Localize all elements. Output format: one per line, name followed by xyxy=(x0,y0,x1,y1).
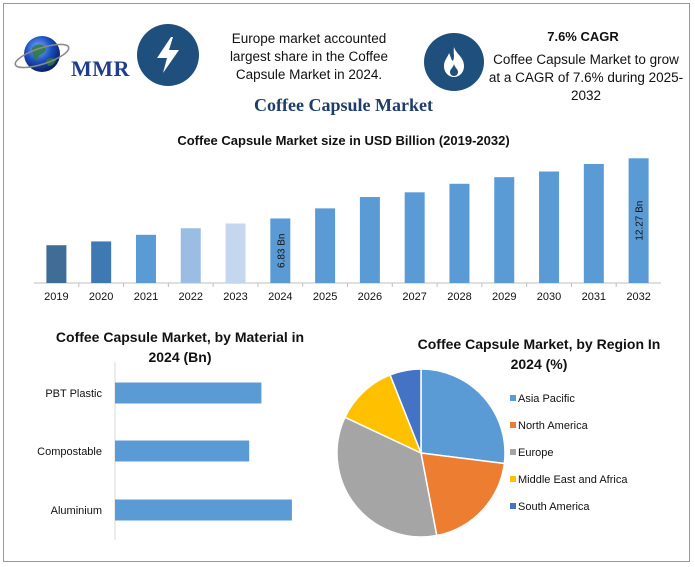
main-title: Coffee Capsule Market xyxy=(254,95,433,115)
market-size-bar-chart: 2019 2020 2021 2022 2023 2024 6.83 Bn 2025 2026 2… xyxy=(34,158,661,303)
bar-2027 xyxy=(404,192,425,283)
tick-label-2028: 2028 xyxy=(447,291,471,303)
material-bar-chart: PBT Plastic Compostable Aluminium xyxy=(37,362,292,540)
region-chart-title: Coffee Capsule Market, by Region In 2024… xyxy=(417,336,661,372)
tick-label-2032: 2032 xyxy=(626,291,650,303)
flame-icon xyxy=(424,33,484,91)
bar-2026 xyxy=(359,197,380,283)
bar-2020 xyxy=(91,241,112,283)
tick-label-2027: 2027 xyxy=(402,291,426,303)
tick-label-2020: 2020 xyxy=(89,291,113,303)
tick-label-2023: 2023 xyxy=(223,291,247,303)
bar-2028 xyxy=(449,183,470,283)
tick-label-2031: 2031 xyxy=(582,291,606,303)
tick-label-2022: 2022 xyxy=(179,291,203,303)
bar-2032 xyxy=(628,158,649,283)
tick-label-2024: 2024 xyxy=(268,291,292,303)
bar-2021 xyxy=(135,234,156,283)
pie-slice-asia-pacific xyxy=(420,368,506,465)
cagr-title: 7.6% CAGR xyxy=(547,29,619,44)
bar-2023 xyxy=(225,223,246,283)
tick-label-2019: 2019 xyxy=(44,291,68,303)
bar-2031 xyxy=(583,163,604,283)
category-label: Compostable xyxy=(37,446,102,458)
cagr-text: Coffee Capsule Market to grow at a CAGR … xyxy=(488,52,684,103)
category-label: PBT Plastic xyxy=(45,388,102,400)
bar-2030 xyxy=(539,171,560,283)
legend-swatch xyxy=(510,503,516,509)
bar-2019 xyxy=(46,245,67,283)
pie-slice-middle-east-and-africa xyxy=(343,373,423,455)
bar-2024 xyxy=(270,218,291,283)
legend-label: South America xyxy=(518,501,590,513)
tick-label-2030: 2030 xyxy=(537,291,561,303)
data-label-2024: 6.83 Bn xyxy=(276,233,287,267)
bar-chart-title: Coffee Capsule Market size in USD Billio… xyxy=(177,133,510,148)
region-pie-chart: Asia Pacific North America Europe Middle Ea… xyxy=(336,368,628,538)
legend-swatch xyxy=(510,449,516,455)
legend-swatch xyxy=(510,422,516,428)
bar-2025 xyxy=(315,208,336,283)
category-label: Aluminium xyxy=(51,505,102,517)
mmr-logo: MMR xyxy=(14,24,132,84)
tick-label-2025: 2025 xyxy=(313,291,337,303)
bar-pbt-plastic xyxy=(115,382,262,404)
legend-label: Middle East and Africa xyxy=(518,474,628,486)
globe-icon xyxy=(14,36,70,72)
legend-label: Europe xyxy=(518,447,553,459)
legend-swatch xyxy=(510,395,516,401)
legend-label: Asia Pacific xyxy=(518,393,575,405)
legend-label: North America xyxy=(518,420,589,432)
bar-compostable xyxy=(115,440,250,462)
pie-slice-europe xyxy=(336,416,438,538)
lightning-bolt-icon xyxy=(137,24,199,86)
legend-swatch xyxy=(510,476,516,482)
bar-2029 xyxy=(494,177,515,283)
bar-2022 xyxy=(180,228,201,283)
europe-share-text: Europe market accounted largest share in… xyxy=(229,31,389,82)
tick-label-2026: 2026 xyxy=(358,291,382,303)
material-chart-title: Coffee Capsule Market, by Material in 20… xyxy=(55,329,305,365)
tick-label-2029: 2029 xyxy=(492,291,516,303)
brand-name: MMR xyxy=(71,56,130,81)
tick-label-2021: 2021 xyxy=(134,291,158,303)
data-label-2032: 12.27 Bn xyxy=(635,201,646,241)
pie-slice-south-america xyxy=(389,368,422,454)
pie-slice-north-america xyxy=(420,452,506,537)
bar-aluminium xyxy=(115,499,292,521)
